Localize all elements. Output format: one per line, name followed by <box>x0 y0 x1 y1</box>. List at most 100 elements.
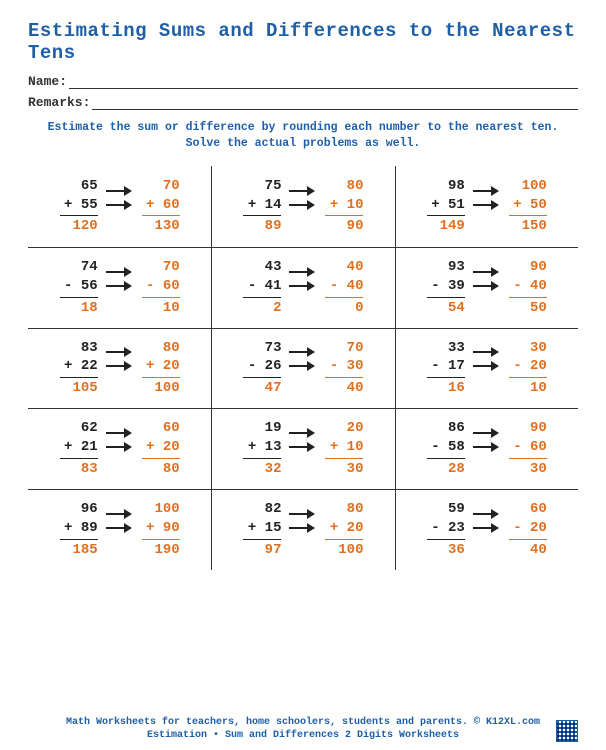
estimate-bottom: - 20 <box>509 357 547 378</box>
estimate-result: 150 <box>522 216 547 236</box>
arrow-icon <box>473 428 501 438</box>
actual-bottom: + 21 <box>60 438 98 459</box>
actual-result: 105 <box>72 378 97 398</box>
actual-result: 83 <box>81 459 98 479</box>
actual-column: 86 - 58 28 <box>427 419 465 479</box>
problem: 19 + 13 32 20 + 10 30 <box>243 419 363 479</box>
estimate-bottom: - 20 <box>509 519 547 540</box>
problem: 73 - 26 47 70 - 30 40 <box>243 339 363 399</box>
arrow-icon <box>473 200 501 210</box>
problem: 83 + 22 105 80 + 20 100 <box>60 339 180 399</box>
actual-top: 65 <box>81 177 98 196</box>
estimate-bottom: + 20 <box>142 438 180 459</box>
footer-line2: Estimation • Sum and Differences 2 Digit… <box>147 730 459 741</box>
problem: 65 + 55 120 70 + 60 130 <box>60 177 180 237</box>
arrows <box>473 509 501 551</box>
actual-column: 75 + 14 89 <box>243 177 281 237</box>
actual-column: 59 - 23 36 <box>427 500 465 560</box>
estimate-result: 30 <box>347 459 364 479</box>
estimate-top: 20 <box>347 419 364 438</box>
problem: 62 + 21 83 60 + 20 80 <box>60 419 180 479</box>
estimate-bottom: + 10 <box>325 438 363 459</box>
problem: 75 + 14 89 80 + 10 90 <box>243 177 363 237</box>
actual-top: 43 <box>265 258 282 277</box>
remarks-line <box>92 96 578 110</box>
arrow-icon <box>106 509 134 519</box>
arrow-icon <box>289 428 317 438</box>
arrow-icon <box>106 347 134 357</box>
actual-column: 43 - 41 2 <box>243 258 281 318</box>
arrows <box>473 347 501 389</box>
actual-bottom: + 89 <box>60 519 98 540</box>
problem: 59 - 23 36 60 - 20 40 <box>427 500 547 560</box>
actual-top: 59 <box>448 500 465 519</box>
actual-result: 149 <box>440 216 465 236</box>
problem: 74 - 56 18 70 - 60 10 <box>60 258 180 318</box>
actual-bottom: + 22 <box>60 357 98 378</box>
problem-cell: 74 - 56 18 70 - 60 10 <box>28 247 211 328</box>
problem-cell: 96 + 89 185 100 + 90 190 <box>28 489 211 570</box>
arrow-icon <box>289 186 317 196</box>
arrow-icon <box>289 267 317 277</box>
problem-cell: 65 + 55 120 70 + 60 130 <box>28 166 211 247</box>
estimate-bottom: + 20 <box>142 357 180 378</box>
actual-bottom: + 55 <box>60 196 98 217</box>
arrow-icon <box>106 523 134 533</box>
problem-cell: 83 + 22 105 80 + 20 100 <box>28 328 211 409</box>
arrows <box>473 428 501 470</box>
page-title: Estimating Sums and Differences to the N… <box>28 20 578 64</box>
arrows <box>289 186 317 228</box>
problem-cell: 33 - 17 16 30 - 20 10 <box>395 328 578 409</box>
estimate-result: 30 <box>530 459 547 479</box>
estimate-result: 80 <box>163 459 180 479</box>
estimate-result: 190 <box>154 540 179 560</box>
arrow-icon <box>106 361 134 371</box>
instructions: Estimate the sum or difference by roundi… <box>28 120 578 152</box>
arrow-icon <box>106 186 134 196</box>
estimate-column: 100 + 90 190 <box>142 500 180 560</box>
arrow-icon <box>289 442 317 452</box>
estimate-top: 40 <box>347 258 364 277</box>
actual-result: 54 <box>448 298 465 318</box>
problem-cell: 62 + 21 83 60 + 20 80 <box>28 408 211 489</box>
estimate-result: 10 <box>530 378 547 398</box>
arrow-icon <box>473 509 501 519</box>
actual-top: 33 <box>448 339 465 358</box>
actual-result: 185 <box>72 540 97 560</box>
arrow-icon <box>473 442 501 452</box>
problem-cell: 75 + 14 89 80 + 10 90 <box>211 166 394 247</box>
problem-cell: 43 - 41 2 40 - 40 0 <box>211 247 394 328</box>
actual-bottom: - 39 <box>427 277 465 298</box>
arrow-icon <box>289 281 317 291</box>
actual-top: 73 <box>265 339 282 358</box>
problem-cell: 82 + 15 97 80 + 20 100 <box>211 489 394 570</box>
actual-column: 98 + 51 149 <box>427 177 465 237</box>
actual-top: 19 <box>265 419 282 438</box>
arrow-icon <box>473 281 501 291</box>
name-field-row: Name: <box>28 74 578 89</box>
estimate-bottom: + 90 <box>142 519 180 540</box>
estimate-top: 90 <box>530 258 547 277</box>
actual-bottom: + 51 <box>427 196 465 217</box>
estimate-top: 80 <box>347 177 364 196</box>
estimate-top: 80 <box>163 339 180 358</box>
name-label: Name: <box>28 74 67 89</box>
actual-result: 36 <box>448 540 465 560</box>
instructions-line1: Estimate the sum or difference by roundi… <box>48 121 559 134</box>
estimate-result: 10 <box>163 298 180 318</box>
actual-column: 19 + 13 32 <box>243 419 281 479</box>
actual-top: 62 <box>81 419 98 438</box>
estimate-bottom: - 60 <box>142 277 180 298</box>
estimate-column: 80 + 10 90 <box>325 177 363 237</box>
actual-top: 96 <box>81 500 98 519</box>
arrows <box>289 347 317 389</box>
estimate-top: 90 <box>530 419 547 438</box>
arrow-icon <box>106 442 134 452</box>
actual-column: 65 + 55 120 <box>60 177 98 237</box>
actual-result: 89 <box>265 216 282 236</box>
estimate-column: 80 + 20 100 <box>325 500 363 560</box>
arrow-icon <box>473 347 501 357</box>
remarks-label: Remarks: <box>28 95 90 110</box>
problem-cell: 93 - 39 54 90 - 40 50 <box>395 247 578 328</box>
estimate-column: 70 + 60 130 <box>142 177 180 237</box>
